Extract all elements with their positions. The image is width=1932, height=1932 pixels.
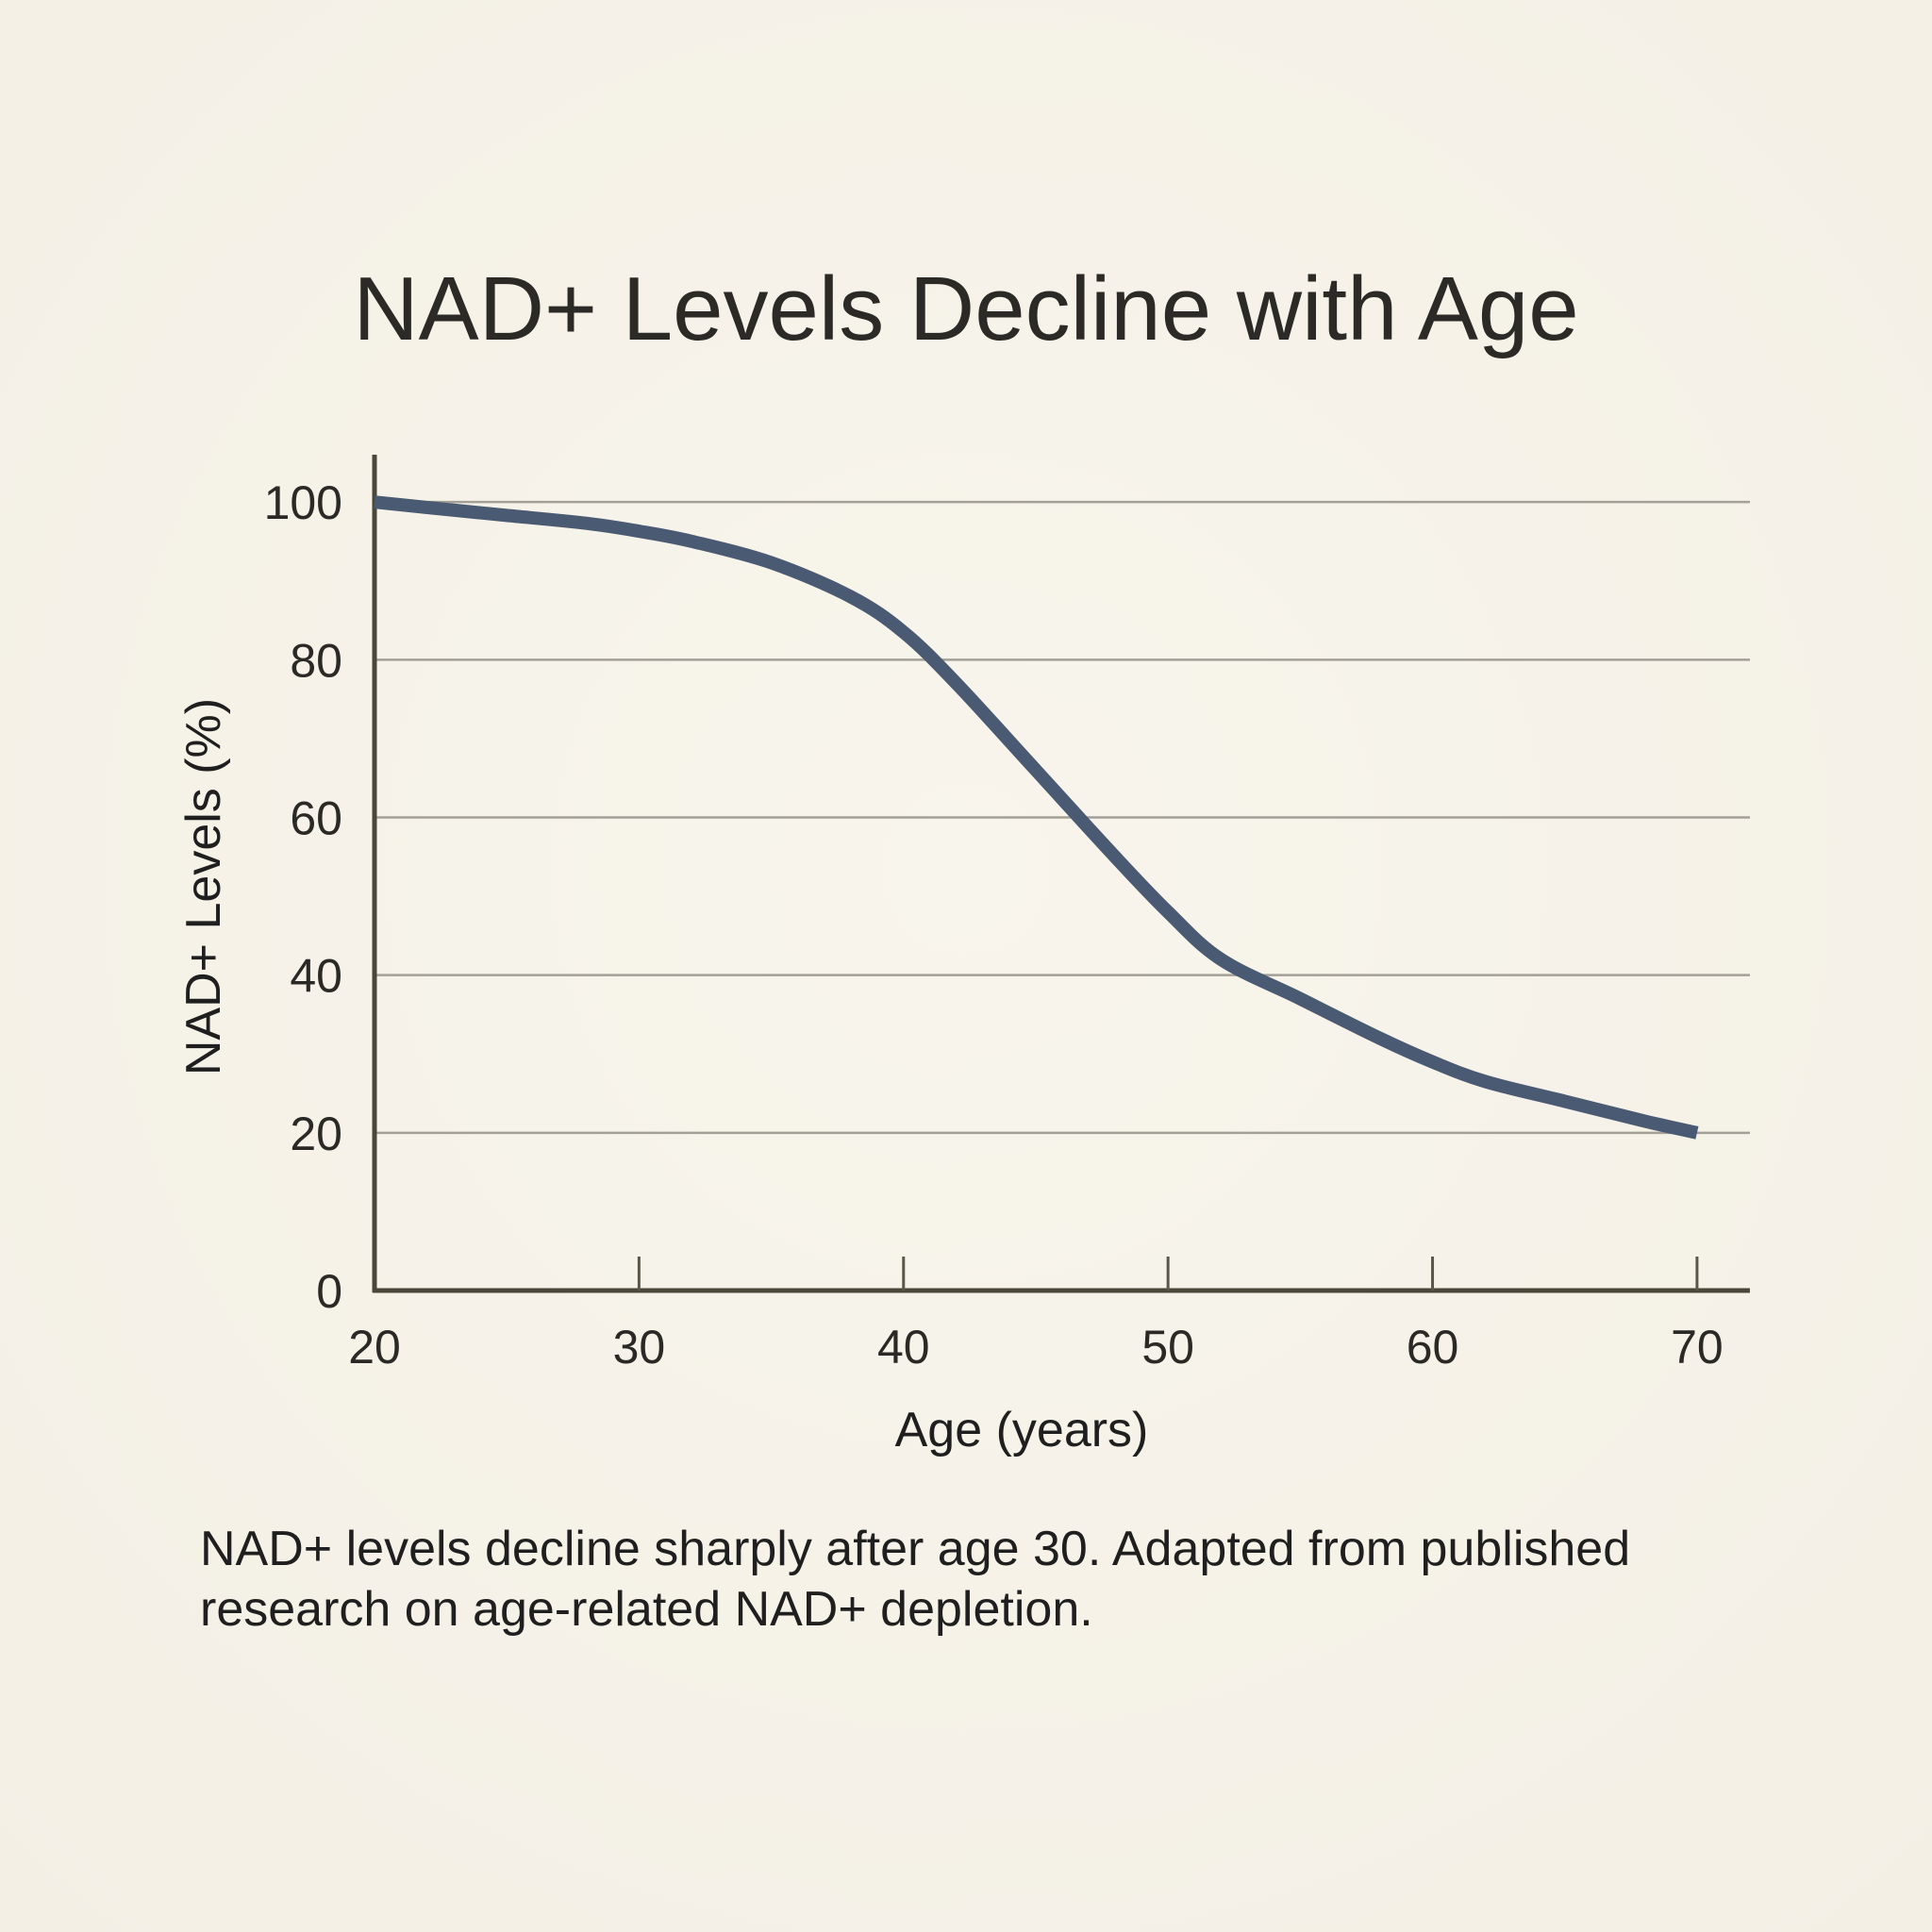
tick-marks (637, 1257, 1699, 1291)
chart-title: NAD+ Levels Decline with Age (353, 258, 1579, 359)
y-tick-label-20: 20 (290, 1108, 342, 1160)
y-tick-label-100: 100 (264, 476, 342, 529)
axes (372, 455, 1750, 1293)
x-tick-label-60: 60 (1407, 1321, 1459, 1374)
y-axis-label: NAD+ Levels (%) (176, 698, 231, 1075)
x-axis-label: Age (years) (895, 1403, 1149, 1457)
x-tick-label-20: 20 (348, 1321, 401, 1374)
y-tick-label-40: 40 (290, 950, 342, 1003)
y-tick-label-60: 60 (290, 791, 342, 844)
series-line-0 (374, 495, 1699, 1140)
gridlines (375, 500, 1750, 1135)
x-tick-label-40: 40 (877, 1321, 930, 1374)
y-tick-label-0: 0 (316, 1265, 342, 1318)
chart-caption: NAD+ levels decline sharply after age 30… (200, 1522, 1631, 1637)
x-tick-label-50: 50 (1141, 1321, 1194, 1374)
series (374, 495, 1699, 1140)
x-tick-label-30: 30 (613, 1321, 666, 1374)
x-tick-label-70: 70 (1671, 1321, 1724, 1374)
y-tick-label-80: 80 (290, 634, 342, 687)
